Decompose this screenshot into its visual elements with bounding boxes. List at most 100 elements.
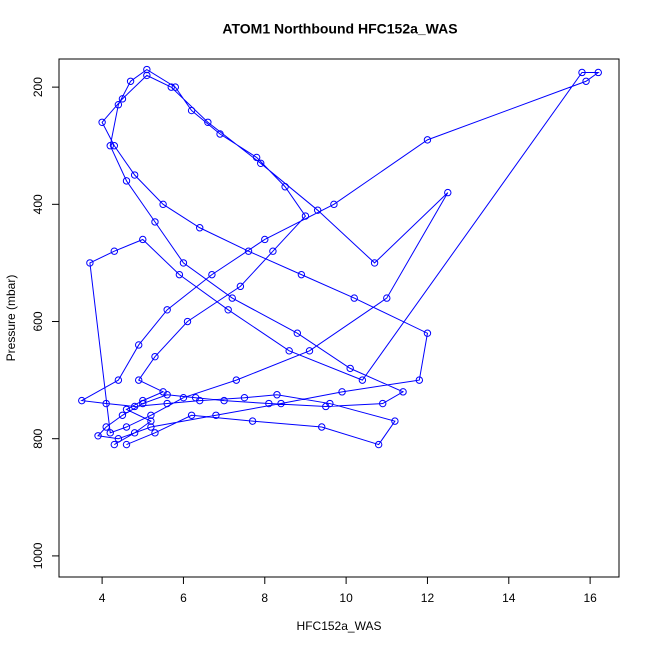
data-point (143, 65, 151, 74)
data-point (391, 417, 399, 425)
data-point (147, 423, 155, 431)
data-point (102, 423, 110, 431)
data-point (318, 423, 326, 431)
y-tick-label: 200 (31, 77, 45, 97)
data-point (285, 347, 293, 355)
data-point (118, 95, 127, 103)
data-point (301, 212, 310, 220)
data-point (135, 341, 143, 349)
data-point (171, 83, 180, 91)
data-point (252, 153, 261, 162)
data-point (293, 329, 302, 337)
data-point (114, 435, 123, 443)
data-point (122, 440, 131, 449)
data-point (122, 405, 131, 414)
series-line (80, 68, 600, 446)
data-point (305, 347, 314, 355)
data-point (130, 429, 139, 437)
data-point (338, 388, 346, 396)
data-point (423, 136, 432, 144)
plot-area (78, 65, 602, 449)
x-tick-label: 12 (421, 591, 435, 605)
data-point (126, 77, 135, 85)
data-point (248, 417, 257, 425)
data-point (114, 376, 123, 384)
data-point (94, 432, 102, 440)
data-point (196, 224, 204, 232)
data-point (183, 317, 192, 326)
data-point (358, 376, 367, 384)
x-axis-label: HFC152a_WAS (297, 619, 382, 633)
data-point (106, 429, 114, 437)
data-point (110, 440, 119, 449)
data-point (175, 270, 184, 279)
data-point (196, 396, 204, 405)
data-point (118, 411, 127, 419)
data-point (399, 388, 407, 396)
data-point (330, 200, 338, 209)
data-point (281, 183, 289, 191)
y-tick-label: 800 (31, 428, 45, 448)
data-point (122, 423, 131, 431)
data-point (269, 247, 277, 255)
data-point (151, 352, 159, 361)
x-tick-label: 16 (583, 591, 597, 605)
data-point (594, 68, 602, 77)
data-point (135, 376, 143, 384)
data-point (261, 235, 269, 244)
data-point (379, 399, 387, 408)
data-point (143, 71, 151, 80)
data-point (147, 417, 155, 425)
data-point (159, 200, 167, 209)
data-point (374, 440, 383, 449)
data-point (130, 171, 139, 179)
data-point (370, 259, 379, 267)
data-point (224, 306, 232, 314)
data-point (204, 118, 212, 126)
data-point (110, 142, 119, 150)
data-point (240, 393, 249, 402)
data-point (277, 399, 285, 408)
data-point (151, 429, 159, 437)
data-point (139, 399, 147, 408)
data-point (78, 396, 86, 405)
data-point (578, 68, 586, 77)
data-point (313, 206, 322, 214)
x-tick-label: 6 (180, 591, 187, 605)
data-point (167, 83, 175, 91)
data-point (102, 399, 110, 408)
data-point (98, 118, 106, 126)
x-tick-label: 14 (502, 591, 516, 605)
data-point (326, 399, 334, 408)
data-point (297, 270, 306, 279)
data-point (151, 218, 159, 226)
data-point (114, 101, 123, 109)
data-point (163, 306, 171, 314)
data-point (163, 391, 171, 399)
data-point (110, 247, 119, 255)
data-point (257, 159, 265, 168)
y-tick-label: 400 (31, 194, 45, 214)
x-tick-label: 8 (261, 591, 268, 605)
data-point (86, 259, 94, 267)
data-point (212, 411, 220, 419)
chart-title: ATOM1 Northbound HFC152a_WAS (222, 21, 457, 37)
data-point (179, 393, 188, 402)
data-point (216, 130, 224, 138)
data-point (265, 399, 273, 408)
data-point (179, 259, 188, 267)
data-point (423, 329, 432, 337)
x-tick-label: 10 (339, 591, 353, 605)
data-point (383, 294, 391, 302)
data-point (187, 106, 196, 115)
data-point (139, 235, 147, 244)
data-point (147, 411, 155, 419)
data-point (187, 411, 196, 419)
data-point (273, 391, 281, 399)
x-tick-label: 4 (99, 591, 106, 605)
data-point (232, 376, 241, 384)
data-point (208, 270, 216, 279)
y-tick-label: 600 (31, 311, 45, 331)
data-point (228, 294, 236, 302)
